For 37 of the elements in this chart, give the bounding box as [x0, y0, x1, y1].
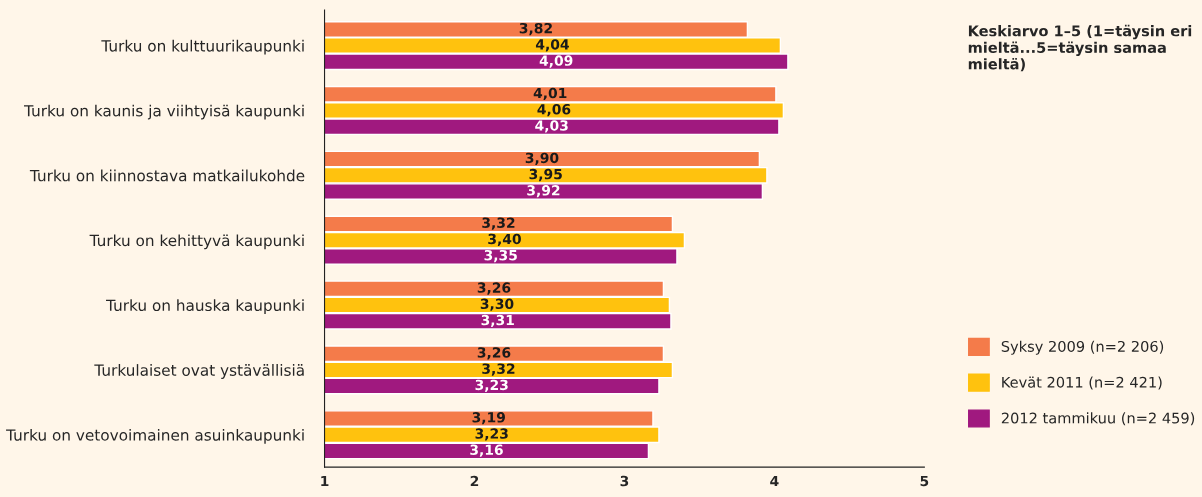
data-label: 3,30 [480, 298, 514, 311]
data-label: 3,26 [477, 347, 511, 360]
data-label: 3,19 [472, 412, 505, 425]
y-tick-label: Turku on hauska kaupunki [106, 299, 304, 315]
data-label: 3,16 [470, 444, 503, 457]
data-label: 3,23 [475, 379, 508, 392]
data-label: 4,03 [535, 120, 568, 133]
data-label: 3,40 [488, 233, 521, 246]
text: Keskiarvo 1–5 (1=täysin eri mieltä...5=täysin samaa mieltä) [968, 24, 1192, 72]
data-label: 4,01 [533, 87, 567, 101]
x-tick-label: 1 [321, 475, 329, 487]
data-label: 3,23 [475, 428, 508, 441]
data-label: 3,82 [519, 22, 552, 36]
x-tick-label: 2 [470, 475, 479, 487]
legend-label: 2012 tammikuu (n=2 459) [1001, 412, 1195, 426]
y-tick-label: Turku on kehittyvä kaupunki [89, 234, 304, 250]
data-label: 3,35 [484, 249, 517, 263]
data-label: 3,92 [527, 185, 560, 198]
data-label: 4,06 [537, 103, 571, 117]
data-label: 3,90 [525, 152, 559, 165]
y-tick-label: Turku on kiinnostava matkailukohde [29, 169, 305, 182]
y-tick-label: Turkulaiset ovat ystävällisiä [94, 364, 304, 379]
x-tick-label: 5 [920, 475, 929, 487]
x-tick-label: 4 [770, 475, 779, 487]
data-label: 4,04 [535, 39, 569, 52]
data-label: 3,32 [482, 217, 515, 230]
x-tick-label: 3 [620, 475, 629, 487]
y-tick-label: Turku on vetovoimainen asuinkaupunki [6, 428, 304, 444]
data-label: 4,09 [539, 55, 573, 68]
data-label: 3,31 [481, 314, 514, 328]
data-label: 3,95 [529, 168, 562, 182]
data-label: 3,26 [477, 282, 511, 295]
legend-label: Kevät 2011 (n=2 421) [1002, 376, 1162, 390]
y-tick-label: Turku on kaunis ja viihtyisä kaupunki [24, 104, 304, 120]
legend-label: Syksy 2009 (n=2 206) [1001, 340, 1164, 355]
y-tick-label: Turku on kulttuurikaupunki [101, 39, 304, 55]
data-label: 3,32 [482, 363, 515, 376]
